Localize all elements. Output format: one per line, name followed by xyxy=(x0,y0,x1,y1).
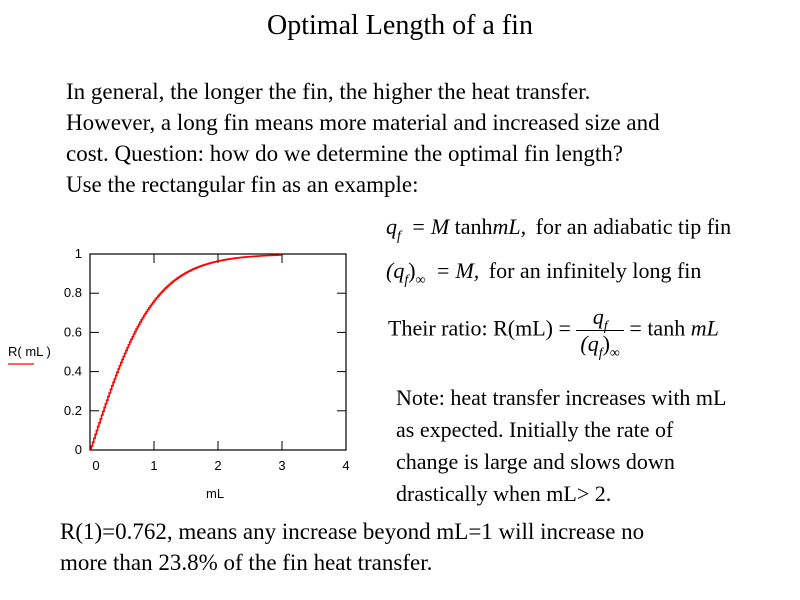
ratio-fraction: qf (qf)∞ xyxy=(576,304,624,361)
page-title: Optimal Length of a fin xyxy=(267,10,533,41)
y-tick-labels: 0 0.2 0.4 0.6 0.8 1 xyxy=(64,246,82,457)
eq2-rhs: M, xyxy=(455,258,480,283)
eq1-sub: f xyxy=(397,229,401,244)
eq3-lhs: R(mL) = xyxy=(493,315,571,341)
eq2-inf: ∞ xyxy=(415,273,426,288)
plot-frame xyxy=(89,253,347,451)
eq2-open: (q xyxy=(386,258,405,283)
intro-line: Use the rectangular fin as an example: xyxy=(66,172,419,197)
x-axis-label: mL xyxy=(206,486,224,501)
intro-line: In general, the longer the fin, the high… xyxy=(66,79,591,104)
note-line: change is large and slows down xyxy=(396,449,675,474)
series-line-r-ml xyxy=(90,254,283,451)
axis-ticks xyxy=(89,253,347,451)
eq3-label: Their ratio: xyxy=(388,315,488,341)
intro-line: cost. Question: how do we determine the … xyxy=(66,141,623,166)
x-tick-label: 2 xyxy=(214,458,221,473)
y-tick-label: 1 xyxy=(75,246,82,261)
y-tick-label: 0.4 xyxy=(64,364,82,379)
note-line: as expected. Initially the rate of xyxy=(396,417,674,442)
eq3-rhs: = tanh xyxy=(629,315,686,341)
eq2-note: for an infinitely long fin xyxy=(488,258,702,283)
intro-paragraph: In general, the longer the fin, the high… xyxy=(66,76,776,200)
y-axis-label: R( mL ) xyxy=(8,344,51,359)
equation-ratio: Their ratio: R(mL) = qf (qf)∞ = tanh mL xyxy=(388,304,719,361)
fraction-denominator: (qf)∞ xyxy=(580,331,620,361)
eq1-q: q xyxy=(386,214,397,239)
note-line: drastically when mL> 2. xyxy=(396,481,612,506)
x-tick-label: 0 xyxy=(92,458,99,473)
x-tick-label: 1 xyxy=(150,458,157,473)
x-tick-label: 3 xyxy=(278,458,285,473)
x-tick-label: 4 xyxy=(342,458,349,473)
conclusion-paragraph: R(1)=0.762, means any increase beyond mL… xyxy=(60,516,644,578)
eq1-M: M xyxy=(430,214,450,239)
fraction-numerator: qf xyxy=(576,304,624,334)
intro-line: However, a long fin means more material … xyxy=(66,110,660,135)
equation-infinite-fin: (qf)∞ = M, for an infinitely long fin xyxy=(386,258,702,288)
y-tick-label: 0 xyxy=(75,442,82,457)
eq1-note: for an adiabatic tip fin xyxy=(535,214,732,239)
eq1-arg: mL, xyxy=(492,214,527,239)
y-tick-label: 0.6 xyxy=(64,324,82,339)
conclusion-line: more than 23.8% of the fin heat transfer… xyxy=(60,550,433,575)
eq2-sub: f xyxy=(404,273,409,288)
note-line: Note: heat transfer increases with mL xyxy=(396,385,727,410)
eq3-arg: mL xyxy=(690,315,719,341)
y-tick-label: 0.8 xyxy=(64,285,82,300)
equals-sign: = xyxy=(412,214,425,239)
conclusion-line: R(1)=0.762, means any increase beyond mL… xyxy=(60,519,645,544)
note-paragraph: Note: heat transfer increases with mL as… xyxy=(396,382,726,510)
eq1-tanh: tanh xyxy=(454,214,493,239)
x-tick-labels: 0 1 2 3 4 xyxy=(92,458,349,473)
tanh-chart: 0 0.2 0.4 0.6 0.8 1 0 1 2 3 4 R( mL ) mL xyxy=(8,246,350,501)
y-tick-label: 0.2 xyxy=(64,403,82,418)
equation-adiabatic-tip: qf = M tanhmL, for an adiabatic tip fin xyxy=(386,214,732,244)
eq2-close: ) xyxy=(408,258,416,283)
equals-sign: = xyxy=(437,258,450,283)
